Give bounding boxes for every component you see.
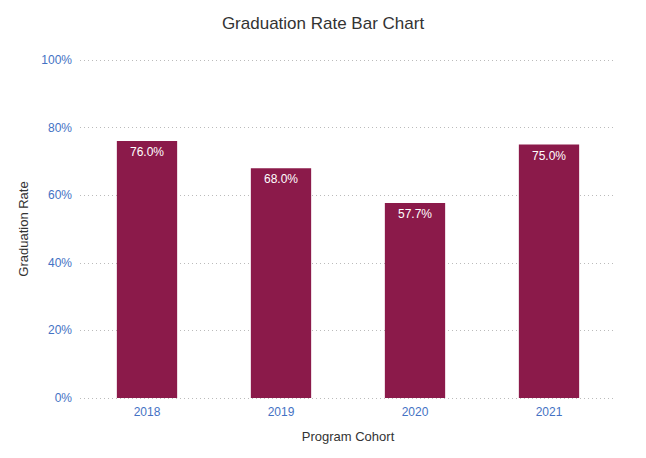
svg-text:68.0%: 68.0% (264, 172, 298, 186)
svg-text:2020: 2020 (402, 405, 429, 419)
svg-text:40%: 40% (48, 256, 72, 270)
svg-text:2018: 2018 (134, 405, 161, 419)
svg-text:57.7%: 57.7% (398, 207, 432, 221)
svg-text:75.0%: 75.0% (532, 149, 566, 163)
svg-text:2021: 2021 (536, 405, 563, 419)
svg-text:2019: 2019 (268, 405, 295, 419)
svg-text:80%: 80% (48, 121, 72, 135)
svg-text:0%: 0% (55, 391, 73, 405)
svg-text:20%: 20% (48, 323, 72, 337)
svg-text:100%: 100% (41, 53, 72, 67)
svg-text:Graduation Rate: Graduation Rate (16, 181, 31, 276)
svg-text:60%: 60% (48, 188, 72, 202)
svg-text:Graduation Rate Bar Chart: Graduation Rate Bar Chart (222, 14, 424, 33)
svg-text:Program Cohort: Program Cohort (302, 429, 395, 444)
svg-text:76.0%: 76.0% (130, 145, 164, 159)
